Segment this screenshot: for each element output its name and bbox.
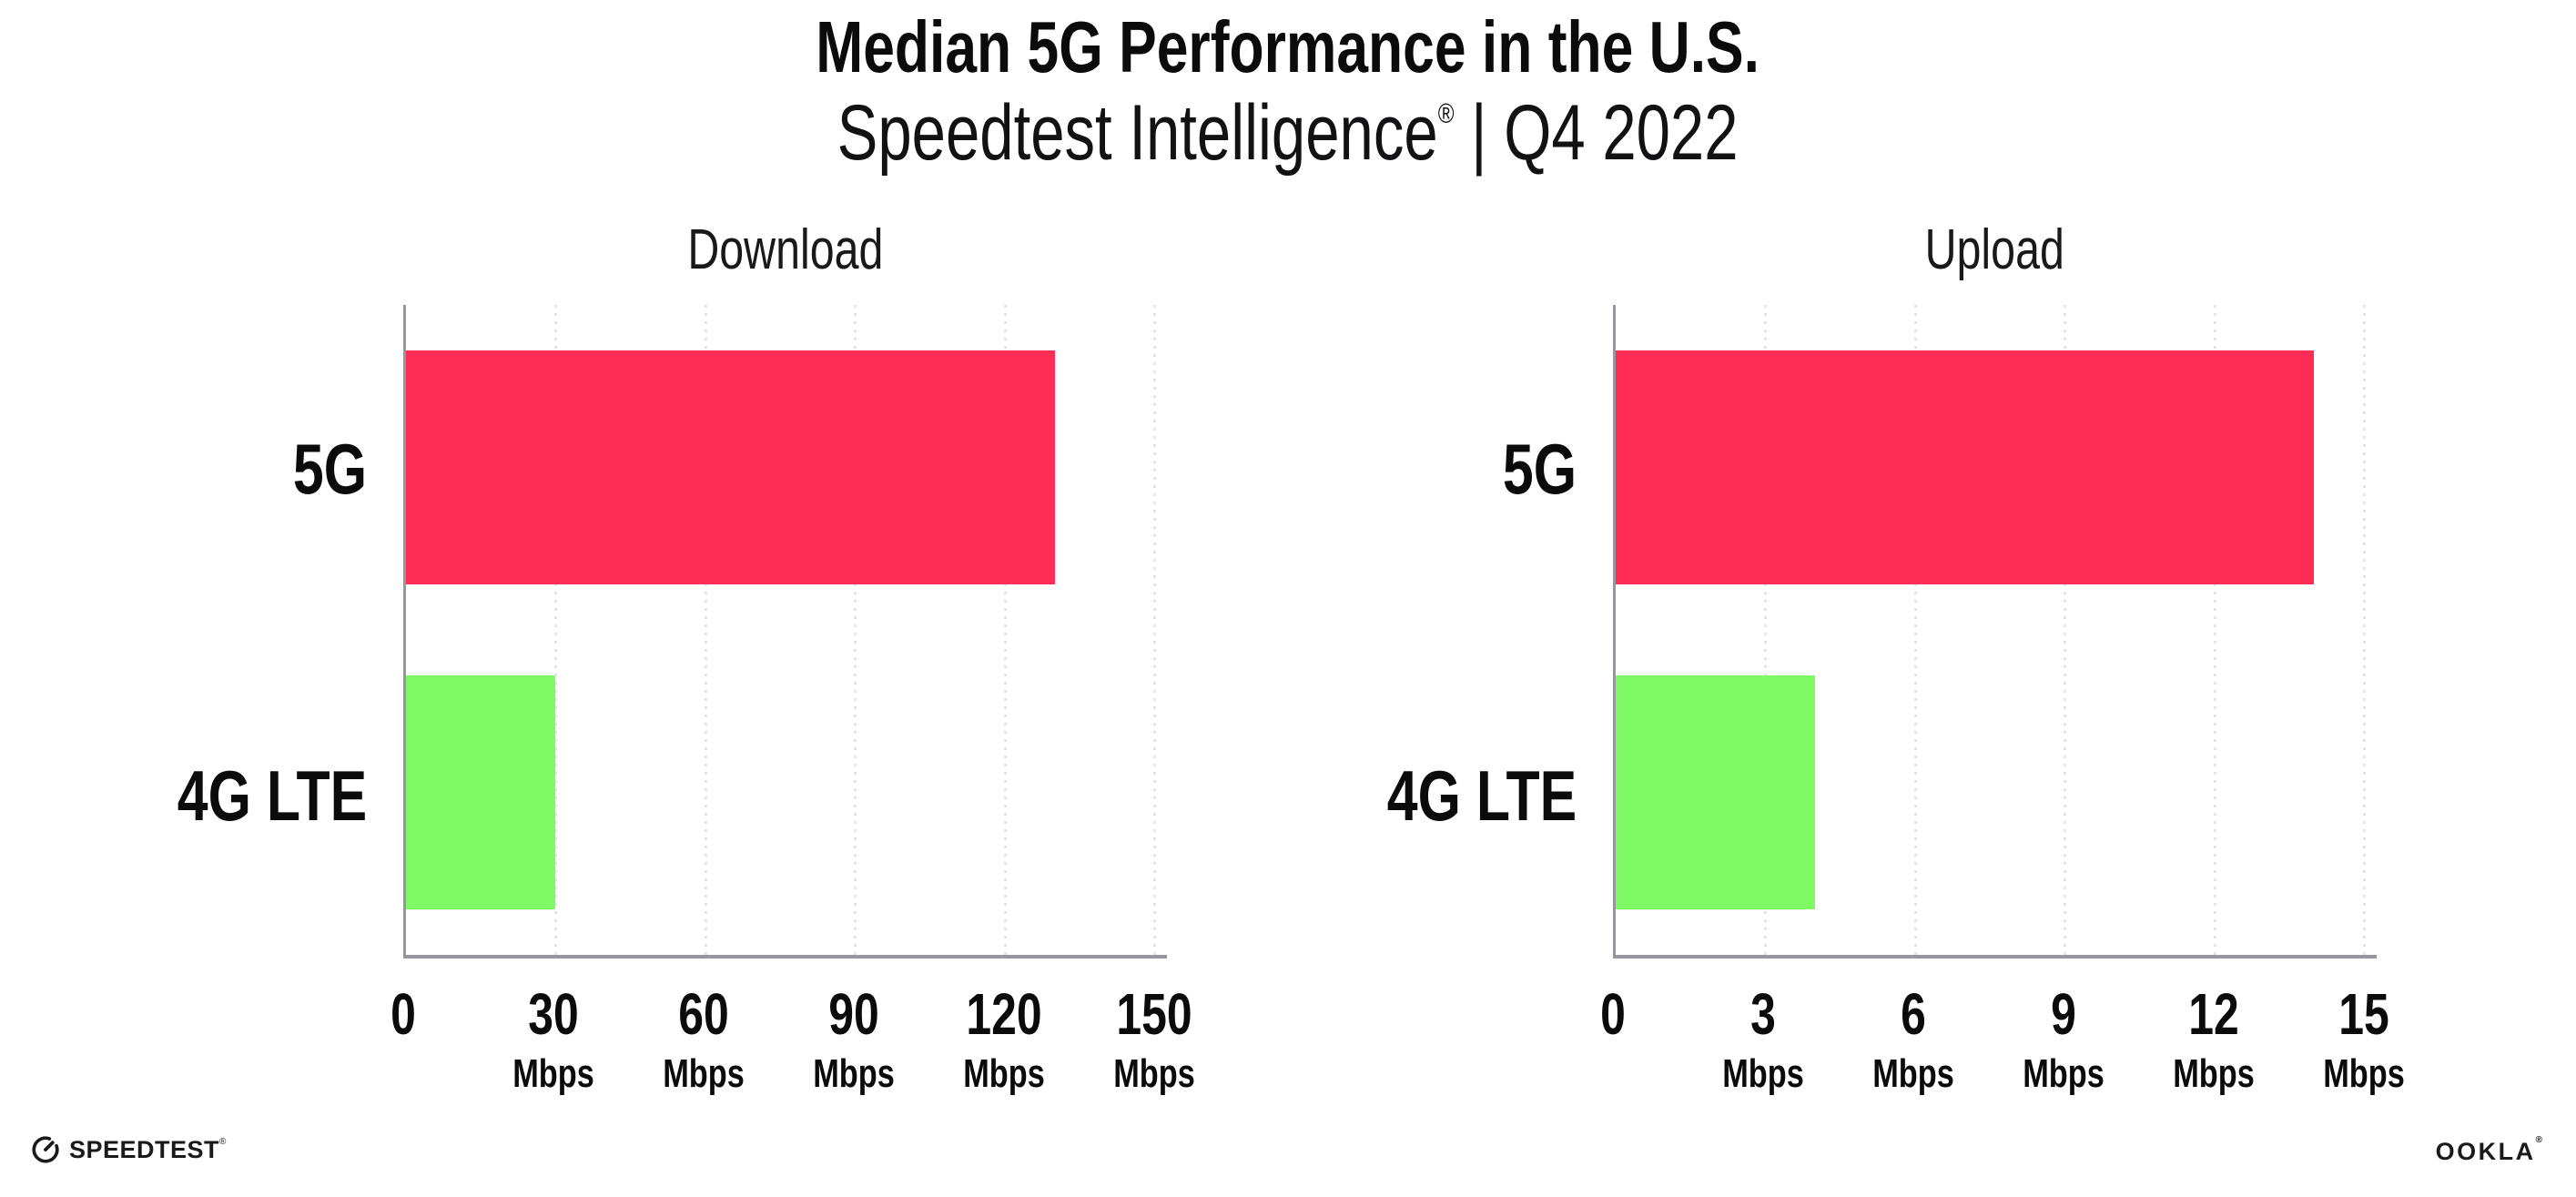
x-tick-9: 9 Mbps [2023,981,2104,1096]
subtitle-period: | Q4 2022 [1454,89,1739,177]
band-4g-lte [1616,630,2377,955]
band-5g [406,305,1167,630]
speedtest-gauge-icon [32,1136,59,1163]
download-plot-area [403,305,1167,959]
category-label-4g-lte: 4G LTE [177,755,367,836]
gridline [2213,305,2216,955]
x-tick-120: 120 Mbps [963,981,1045,1096]
gridline [1153,305,1157,955]
upload-x-axis: 0 3 Mbps 6 Mbps 9 Mbps 12 Mbps 15 Mbps [1600,981,2405,1121]
gridline [2064,305,2067,955]
subtitle-brand: Speedtest Intelligence [837,89,1439,177]
gridline [554,305,558,955]
page-title: Median 5G Performance in the U.S. [816,6,1760,87]
registered-mark: ® [2535,1135,2542,1145]
x-tick-0: 0 [390,981,416,1047]
bar-4g-lte-upload [1616,675,1816,910]
bar-4g-lte-download [406,675,556,910]
category-label-4g-lte: 4G LTE [1386,755,1577,836]
registered-mark: ® [1438,96,1455,129]
gridline [2363,305,2367,955]
download-chart: Download 5G 4G LTE 0 30 Mbps 60 Mbps 90 Mbp… [91,209,1195,1124]
x-tick-15: 15 Mbps [2323,981,2406,1096]
page-subtitle: Speedtest Intelligence® | Q4 2022 [0,89,2576,177]
gridline [854,305,857,955]
registered-mark: ® [219,1136,227,1147]
category-label-5g: 5G [292,428,367,509]
upload-chart-title: Upload [1924,218,2065,281]
download-category-axis: 5G 4G LTE [91,305,367,959]
ookla-wordmark: OOKLA [2435,1138,2536,1165]
bar-5g-download [406,350,1055,585]
gridline [1913,305,1917,955]
download-chart-title: Download [686,218,884,281]
x-tick-3: 3 Mbps [1722,981,1804,1096]
download-x-axis: 0 30 Mbps 60 Mbps 90 Mbps 120 Mbps 150 Mbps [390,981,1195,1121]
upload-category-axis: 5G 4G LTE [1301,305,1577,959]
upload-plot-area [1613,305,2377,959]
speedtest-wordmark: SPEEDTEST [69,1135,220,1163]
x-tick-0: 0 [1600,981,1626,1047]
upload-chart: Upload 5G 4G LTE 0 3 Mbps 6 Mbps 9 Mbps 12 M… [1301,209,2405,1124]
x-tick-60: 60 Mbps [663,981,745,1096]
speedtest-logo: SPEEDTEST ® [30,1134,226,1165]
x-tick-150: 150 Mbps [1113,981,1196,1096]
x-tick-6: 6 Mbps [1872,981,1954,1096]
gridline [1003,305,1007,955]
band-4g-lte [406,630,1167,955]
x-tick-30: 30 Mbps [512,981,594,1096]
gridline [704,305,707,955]
x-tick-12: 12 Mbps [2173,981,2255,1096]
ookla-logo: OOKLA® [2435,1135,2542,1166]
band-5g [1616,305,2377,630]
x-tick-90: 90 Mbps [813,981,895,1096]
bar-5g-upload [1616,350,2315,585]
gridline [1764,305,1768,955]
category-label-5g: 5G [1502,428,1577,509]
